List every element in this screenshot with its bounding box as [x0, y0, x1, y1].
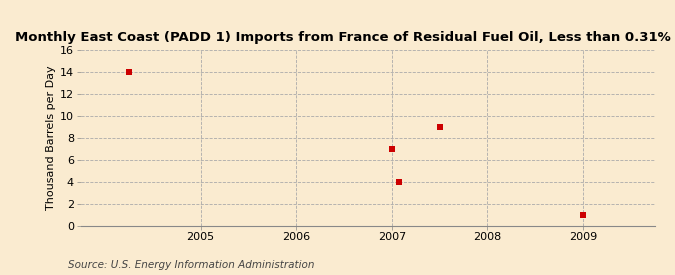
Point: [434, 124, 445, 129]
Text: Source: U.S. Energy Information Administration: Source: U.S. Energy Information Administ…: [68, 260, 314, 270]
Point: [394, 179, 405, 184]
Point: [386, 146, 397, 151]
Title: Monthly East Coast (PADD 1) Imports from France of Residual Fuel Oil, Less than : Monthly East Coast (PADD 1) Imports from…: [15, 31, 675, 44]
Y-axis label: Thousand Barrels per Day: Thousand Barrels per Day: [46, 65, 56, 210]
Point: [578, 212, 589, 217]
Point: [124, 69, 134, 74]
